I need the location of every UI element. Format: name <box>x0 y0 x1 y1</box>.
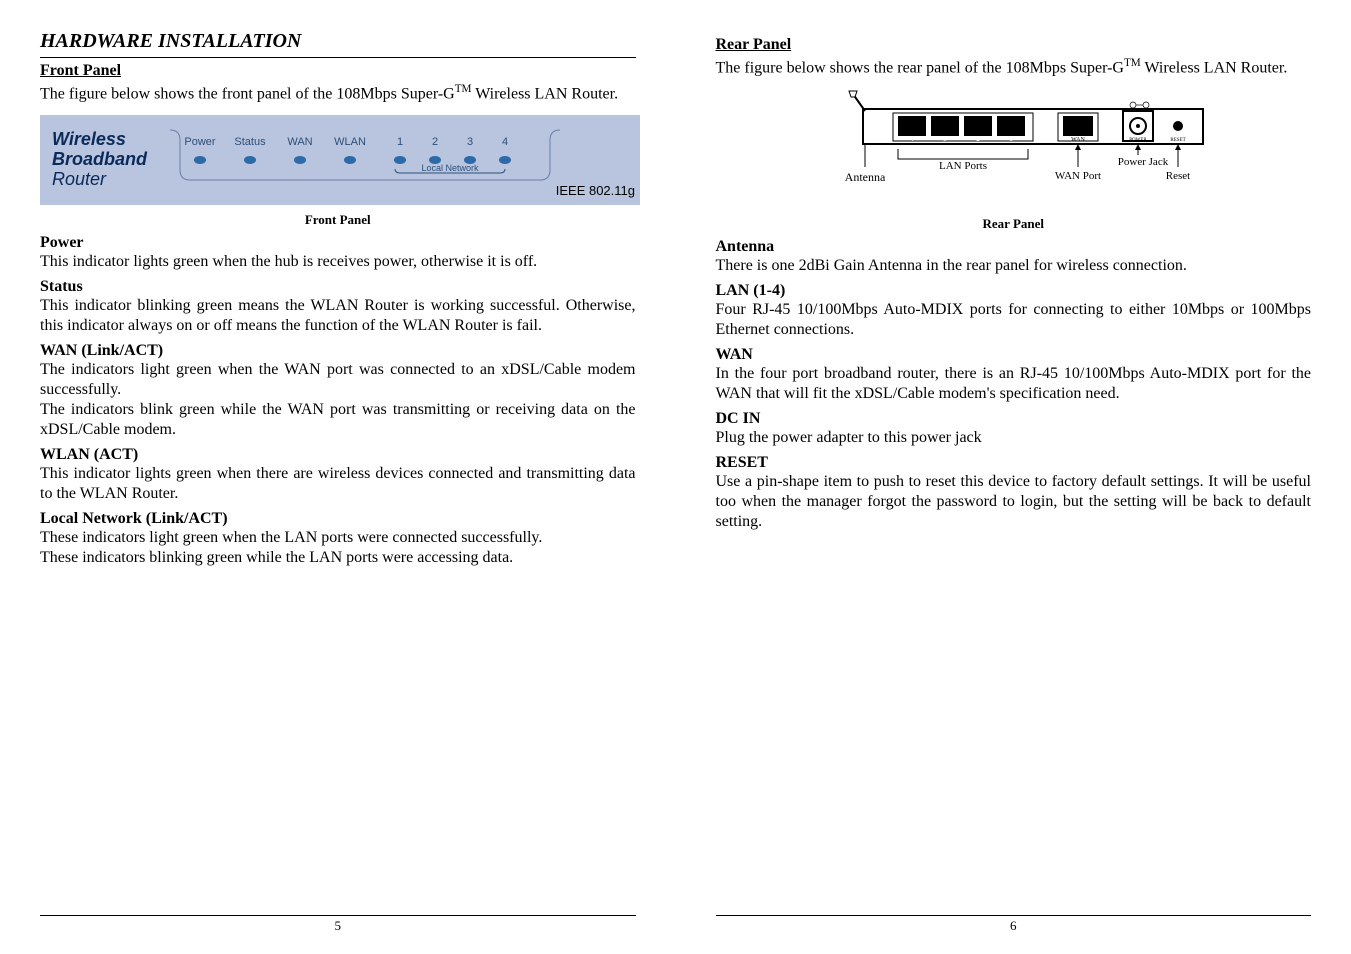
left-section-body: This indicator lights green when there a… <box>40 464 636 504</box>
fp-led-wlan-dot <box>344 156 356 164</box>
right-section-head: WAN <box>716 346 1312 364</box>
page-right-content: Rear Panel The figure below shows the re… <box>716 30 1312 905</box>
fp-title-1: Wireless <box>52 129 126 149</box>
left-section-head: WLAN (ACT) <box>40 446 636 464</box>
footer-left: 5 <box>40 915 636 934</box>
rp-lan-num-4: 4 <box>911 135 915 143</box>
right-section-head: LAN (1-4) <box>716 282 1312 300</box>
fp-led-wan-dot <box>294 156 306 164</box>
rp-reset-text: RESET <box>1171 138 1186 143</box>
rp-wan-text: WAN <box>1071 137 1085 143</box>
front-panel-figure: Wireless Broadband Router Power Status W… <box>40 115 636 228</box>
fp-title-2: Broadband <box>52 149 148 169</box>
right-section-head: DC IN <box>716 410 1312 428</box>
page-left: HARDWARE INSTALLATION Front Panel The fi… <box>0 0 676 954</box>
left-section-body: The indicators light green when the WAN … <box>40 360 636 400</box>
left-section-body: These indicators light green when the LA… <box>40 528 636 548</box>
rear-panel-heading: Rear Panel <box>716 36 1312 54</box>
rear-panel-intro-post: Wireless LAN Router. <box>1141 59 1288 76</box>
front-panel-heading: Front Panel <box>40 62 636 80</box>
left-section-head: Status <box>40 278 636 296</box>
fp-label-wan: WAN <box>287 136 312 148</box>
rear-panel-intro-sup: TM <box>1124 57 1141 69</box>
rear-panel-figure: 4 3 2 1 WAN POWER <box>716 89 1312 232</box>
front-panel-intro-sup: TM <box>455 83 472 95</box>
fp-led-4-dot <box>499 156 511 164</box>
fp-label-wlan: WLAN <box>334 136 366 148</box>
rp-lan-2 <box>964 116 992 136</box>
page-num-right: 6 <box>1010 918 1017 933</box>
rp-lan-num-1: 1 <box>1010 135 1014 143</box>
rp-reset-label: Reset <box>1166 170 1190 182</box>
fp-led-power-dot <box>194 156 206 164</box>
rp-power-text: POWER <box>1130 138 1148 143</box>
right-section-body: Use a pin-shape item to push to reset th… <box>716 472 1312 532</box>
front-panel-caption: Front Panel <box>40 212 636 228</box>
fp-led-1-dot <box>394 156 406 164</box>
page-left-content: HARDWARE INSTALLATION Front Panel The fi… <box>40 30 636 905</box>
right-section-body: Four RJ-45 10/100Mbps Auto-MDIX ports fo… <box>716 300 1312 340</box>
left-section-body: This indicator blinking green means the … <box>40 296 636 336</box>
rp-polarity-icon <box>1130 102 1149 108</box>
rp-power-label: Power Jack <box>1118 156 1169 168</box>
rp-lan-num-2: 2 <box>977 135 981 143</box>
right-section-head: RESET <box>716 454 1312 472</box>
rp-lan-num-3: 3 <box>944 135 948 143</box>
right-section-body: Plug the power adapter to this power jac… <box>716 428 1312 448</box>
fp-led-status-dot <box>244 156 256 164</box>
front-panel-intro-pre: The figure below shows the front panel o… <box>40 85 455 102</box>
title-rule <box>40 57 636 58</box>
rear-panel-svg: 4 3 2 1 WAN POWER <box>803 89 1223 209</box>
front-panel-intro: The figure below shows the front panel o… <box>40 82 636 105</box>
rp-antenna-label: Antenna <box>845 170 886 184</box>
rp-reset-btn <box>1173 121 1183 131</box>
right-section-body: In the four port broadband router, there… <box>716 364 1312 404</box>
front-panel-svg: Wireless Broadband Router Power Status W… <box>40 115 640 205</box>
rp-wan-label: WAN Port <box>1055 170 1101 182</box>
rp-lan-label: LAN Ports <box>939 160 987 172</box>
fp-label-2: 2 <box>432 136 438 148</box>
doc-title: HARDWARE INSTALLATION <box>40 30 636 53</box>
rp-power-pin <box>1136 124 1140 128</box>
fp-local-network-label: Local Network <box>421 163 479 173</box>
front-panel-intro-post: Wireless LAN Router. <box>471 85 618 102</box>
left-section-body: This indicator lights green when the hub… <box>40 252 636 272</box>
rear-panel-intro-pre: The figure below shows the rear panel of… <box>716 59 1124 76</box>
fp-label-4: 4 <box>502 136 508 148</box>
left-section-head: Local Network (Link/ACT) <box>40 510 636 528</box>
rear-panel-intro: The figure below shows the rear panel of… <box>716 56 1312 79</box>
rear-panel-caption: Rear Panel <box>716 216 1312 232</box>
left-sections: PowerThis indicator lights green when th… <box>40 234 636 568</box>
rp-arrow-lan <box>898 149 1028 159</box>
fp-title-3: Router <box>52 169 107 189</box>
right-section-head: Antenna <box>716 238 1312 256</box>
page-num-left: 5 <box>335 918 342 933</box>
fp-label-power: Power <box>184 136 216 148</box>
rp-lan-1 <box>997 116 1025 136</box>
rp-lan-3 <box>931 116 959 136</box>
left-section-body: These indicators blinking green while th… <box>40 548 636 568</box>
rp-antenna-tip <box>849 91 857 97</box>
footer-right: 6 <box>716 915 1312 934</box>
fp-label-3: 3 <box>467 136 473 148</box>
left-section-body: The indicators blink green while the WAN… <box>40 400 636 440</box>
fp-ieee-label: IEEE 802.11g <box>556 183 635 198</box>
fp-label-status: Status <box>234 136 266 148</box>
rp-lan-4 <box>898 116 926 136</box>
right-section-body: There is one 2dBi Gain Antenna in the re… <box>716 256 1312 276</box>
right-sections: AntennaThere is one 2dBi Gain Antenna in… <box>716 238 1312 532</box>
left-section-head: Power <box>40 234 636 252</box>
rp-wan-port <box>1063 116 1093 136</box>
left-section-head: WAN (Link/ACT) <box>40 342 636 360</box>
page-right: Rear Panel The figure below shows the re… <box>676 0 1351 954</box>
fp-label-1: 1 <box>397 136 403 148</box>
